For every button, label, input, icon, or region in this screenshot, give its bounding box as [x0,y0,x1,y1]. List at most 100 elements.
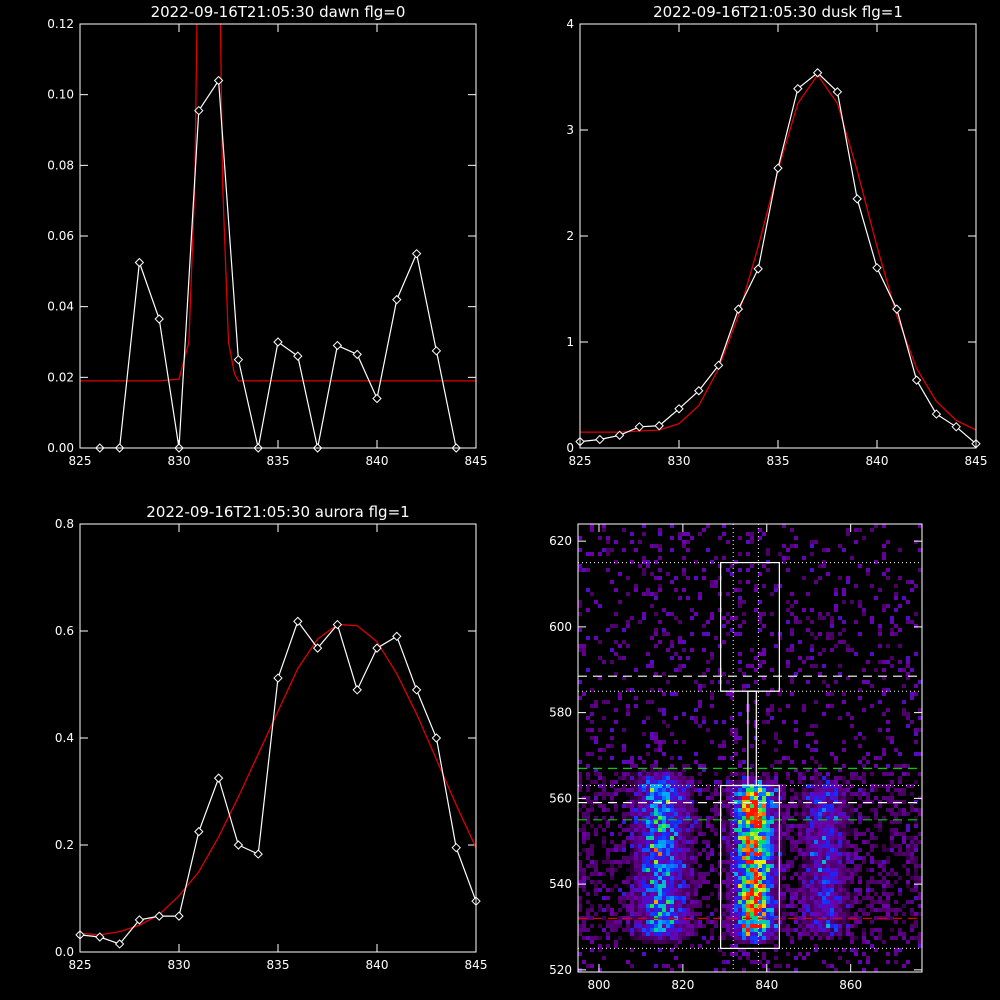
heatmap-cell [626,772,630,776]
heatmap-cell [738,668,742,672]
heatmap-cell [846,580,850,584]
heatmap-cell [826,936,830,940]
heatmap-cell [846,888,850,892]
heatmap-cell [774,880,778,884]
heatmap-cell [838,812,842,816]
heatmap-cell [626,644,630,648]
heatmap-cell [798,772,802,776]
heatmap-cell [834,844,838,848]
heatmap-cell [842,776,846,780]
heatmap-cell [662,964,666,968]
heatmap-cell [826,612,830,616]
heatmap-cell [882,888,886,892]
heatmap-cell [698,912,702,916]
heatmap-cell [682,772,686,776]
heatmap-cell [694,852,698,856]
heatmap-cell [662,848,666,852]
heatmap-cell [802,780,806,784]
data-point [852,194,862,204]
heatmap-cell [778,888,782,892]
heatmap-cell [866,912,870,916]
heatmap-cell [598,968,602,972]
heatmap-cell [738,868,742,872]
heatmap-cell [758,840,762,844]
heatmap-cell [774,860,778,864]
heatmap-cell [734,940,738,944]
heatmap-cell [798,872,802,876]
heatmap-cell [862,788,866,792]
heatmap-cell [810,804,814,808]
heatmap-cell [678,860,682,864]
heatmap-cell [734,788,738,792]
heatmap-cell [758,888,762,892]
heatmap-cell [906,828,910,832]
heatmap-cell [678,668,682,672]
heatmap-cell [822,884,826,888]
heatmap-cell [766,912,770,916]
heatmap-cell [762,956,766,960]
heatmap-cell [650,924,654,928]
heatmap-cell [726,868,730,872]
heatmap-cell [638,932,642,936]
heatmap-cell [722,912,726,916]
heatmap-cell [642,760,646,764]
heatmap-cell [846,820,850,824]
heatmap-cell [838,784,842,788]
heatmap-cell [710,704,714,708]
heatmap-cell [630,932,634,936]
heatmap-cell [766,880,770,884]
heatmap-cell [578,876,582,880]
heatmap-cell [698,724,702,728]
heatmap-cell [690,856,694,860]
heatmap-cell [594,700,598,704]
heatmap-cell [762,652,766,656]
heatmap-cell [830,648,834,652]
heatmap-cell [850,724,854,728]
heatmap-cell [662,740,666,744]
heatmap-cell [742,816,746,820]
heatmap-cell [690,844,694,848]
heatmap-cell [742,848,746,852]
heatmap-cell [670,784,674,788]
heatmap-cell [790,940,794,944]
heatmap-cell [842,880,846,884]
heatmap-cell [866,888,870,892]
heatmap-cell [838,888,842,892]
heatmap-cell [870,808,874,812]
heatmap-cell [646,896,650,900]
heatmap-cell [798,780,802,784]
heatmap-cell [578,760,582,764]
heatmap-cell [762,792,766,796]
heatmap-cell [866,760,870,764]
heatmap-cell [726,896,730,900]
heatmap-cell [630,540,634,544]
heatmap-cell [738,940,742,944]
heatmap-cell [614,540,618,544]
heatmap-cell [658,780,662,784]
heatmap-cell [778,872,782,876]
heatmap-cell [886,856,890,860]
heatmap-cell [826,788,830,792]
heatmap-cell [778,636,782,640]
heatmap-cell [618,788,622,792]
heatmap-cell [742,748,746,752]
heatmap-cell [578,680,582,684]
heatmap-cell [886,872,890,876]
heatmap-cell [814,796,818,800]
heatmap-cell [670,848,674,852]
heatmap-cell [758,892,762,896]
heatmap-cell [834,968,838,972]
heatmap-cell [646,832,650,836]
heatmap-cell [630,924,634,928]
heatmap-cell [778,928,782,932]
heatmap-cell [662,924,666,928]
heatmap-cell [806,812,810,816]
y-tick-label: 0.04 [47,300,74,314]
heatmap-cell [806,744,810,748]
heatmap-cell [778,904,782,908]
heatmap-cell [630,756,634,760]
heatmap-cell [654,872,658,876]
heatmap-cell [634,924,638,928]
heatmap-cell [786,904,790,908]
heatmap-cell [630,904,634,908]
